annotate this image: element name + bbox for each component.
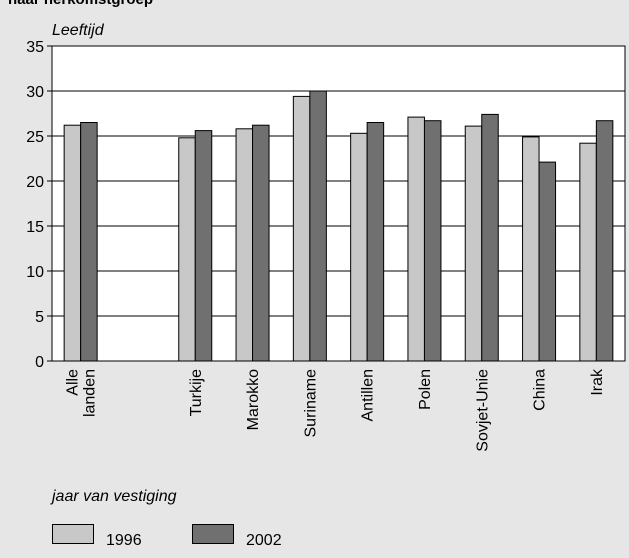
- x-tick-label-irak: Irak: [589, 368, 606, 396]
- bar-alle-landen-1996: [63, 124, 82, 362]
- x-tick-label-antillen: Antillen: [360, 369, 377, 421]
- y-tick-label-20: 20: [26, 174, 44, 191]
- bar-suriname-1996: [292, 95, 311, 362]
- bar-polen-2002: [423, 120, 442, 362]
- bar-marokko-1996: [235, 128, 254, 362]
- legend-item-1996: 1996: [52, 524, 172, 549]
- y-tick-label-30: 30: [26, 84, 44, 101]
- x-tick-label-turkije: Turkije: [188, 369, 205, 417]
- bar-antillen-1996: [350, 132, 368, 362]
- legend-swatch-2002: [192, 524, 234, 544]
- y-tick-label-10: 10: [26, 264, 44, 281]
- y-tick-label-25: 25: [26, 129, 44, 146]
- bar-china-2002: [538, 161, 557, 362]
- y-axis-label: Leeftijd: [52, 22, 105, 39]
- bar-alle-landen-2002: [80, 122, 98, 362]
- y-tick-label-35: 35: [26, 39, 44, 56]
- x-tick-label-sovjet-unie: Sovjet-Unie: [474, 369, 491, 452]
- bar-sovjet-unie-2002: [481, 113, 499, 362]
- legend-label-2002: 2002: [246, 532, 282, 549]
- legend-item-2002: 2002: [192, 524, 312, 549]
- legend-title: jaar van vestiging: [52, 488, 177, 505]
- x-tick-label-marokko: Marokko: [245, 369, 262, 430]
- x-tick-label-alle-landen: Allelanden: [65, 369, 99, 417]
- bar-marokko-2002: [252, 124, 270, 362]
- bar-turkije-2002: [194, 130, 213, 362]
- y-tick-label-15: 15: [26, 219, 44, 236]
- x-tick-label-polen: Polen: [417, 369, 434, 410]
- bar-sovjet-unie-1996: [464, 125, 483, 362]
- bar-irak-1996: [579, 142, 597, 362]
- bar-china-1996: [522, 136, 540, 362]
- bar-antillen-2002: [366, 122, 385, 362]
- bar-suriname-2002: [309, 90, 327, 362]
- x-tick-label-china: China: [532, 369, 549, 411]
- bar-turkije-1996: [178, 137, 196, 362]
- y-tick-label-5: 5: [35, 309, 44, 326]
- legend-label-1996: 1996: [106, 532, 142, 549]
- bar-polen-1996: [407, 116, 425, 362]
- x-tick-label-suriname: Suriname: [302, 369, 319, 438]
- y-tick-label-0: 0: [35, 354, 44, 371]
- chart-title: naar herkomstgroep: [8, 0, 153, 8]
- bar-irak-2002: [595, 120, 614, 362]
- legend-swatch-1996: [52, 524, 94, 544]
